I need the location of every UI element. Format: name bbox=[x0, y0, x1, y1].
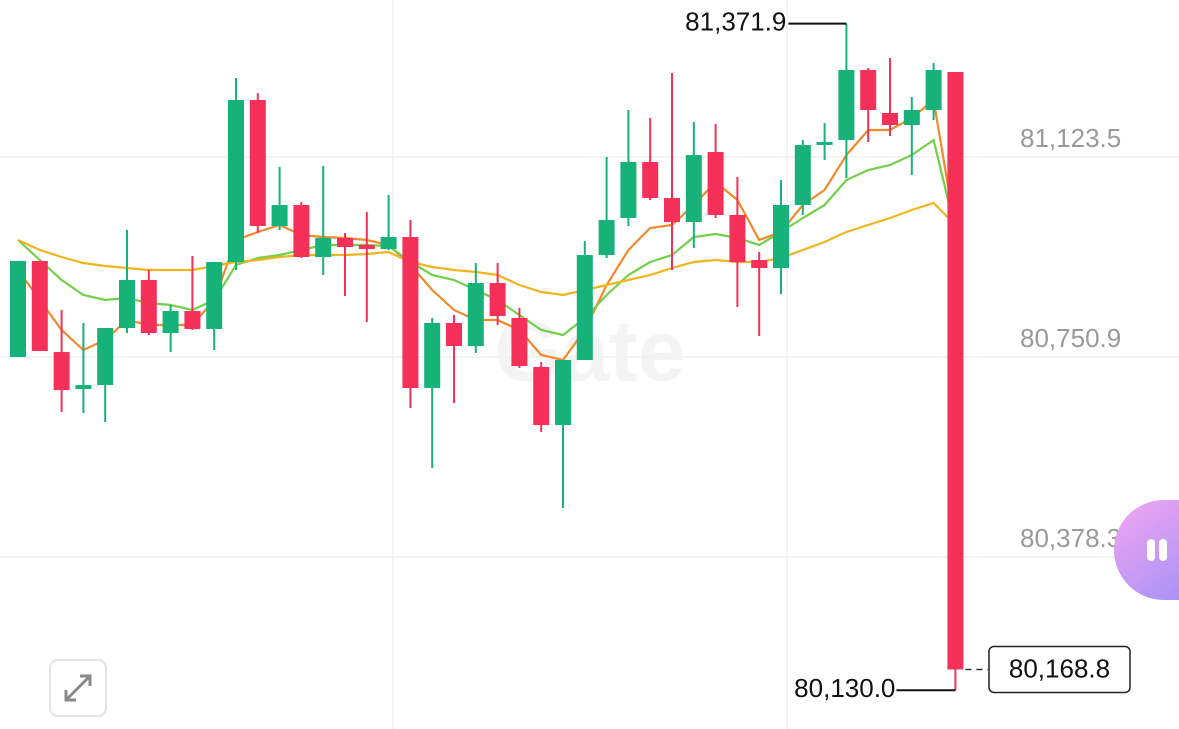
candle-body bbox=[424, 322, 441, 388]
candle-body bbox=[184, 311, 201, 329]
candle-body bbox=[533, 366, 550, 426]
candle-body bbox=[75, 385, 92, 390]
bubble-icon[interactable] bbox=[1147, 539, 1155, 561]
candle-body bbox=[162, 311, 179, 334]
candle-body bbox=[707, 152, 724, 215]
candle-body bbox=[555, 360, 571, 426]
candle-body bbox=[925, 69, 942, 110]
candle-body bbox=[53, 352, 70, 391]
last-price-label: 80,168.8 bbox=[1009, 653, 1110, 683]
bubble-icon[interactable] bbox=[1159, 539, 1167, 561]
candle-body bbox=[380, 236, 397, 250]
y-tick-label: 80,378.3 bbox=[1020, 523, 1121, 553]
candle-body bbox=[249, 100, 266, 226]
candle-body bbox=[119, 279, 135, 329]
expand-button[interactable] bbox=[49, 659, 107, 717]
moving-averages bbox=[17, 97, 957, 362]
candle-body bbox=[751, 260, 768, 269]
candle-body bbox=[642, 162, 659, 199]
bubble[interactable] bbox=[1114, 500, 1179, 600]
candle-body bbox=[664, 198, 680, 223]
grid: 81,123.5 80,750.9 80,378.3 bbox=[0, 123, 1179, 558]
candle-body bbox=[337, 238, 353, 248]
candle-body bbox=[947, 71, 964, 670]
candle-body bbox=[620, 162, 637, 218]
candle-body bbox=[358, 244, 375, 250]
y-tick-label: 81,123.5 bbox=[1020, 123, 1121, 153]
candle-body bbox=[882, 112, 898, 126]
assistant-bubble[interactable] bbox=[1114, 500, 1179, 600]
candle-body bbox=[860, 69, 877, 110]
candle-body bbox=[315, 238, 332, 258]
candle-body bbox=[598, 220, 615, 256]
max-label: 81,371.9 bbox=[685, 7, 786, 37]
candle-body bbox=[97, 328, 114, 386]
candle-body bbox=[816, 141, 833, 145]
candle-body bbox=[402, 236, 419, 388]
candle-body bbox=[446, 322, 462, 347]
candle-body bbox=[773, 204, 789, 269]
candles bbox=[10, 23, 964, 691]
candle-body bbox=[838, 69, 855, 140]
last-price-box bbox=[988, 645, 1131, 694]
min-label: 80,130.0 bbox=[794, 673, 895, 703]
moving-average-line bbox=[17, 138, 957, 337]
moving-average-line bbox=[17, 97, 957, 362]
candle-body bbox=[729, 214, 746, 263]
expand-icon[interactable] bbox=[64, 674, 92, 702]
candle-body bbox=[206, 262, 223, 329]
candle-body bbox=[685, 155, 702, 223]
candle-body bbox=[489, 282, 506, 317]
candle-body bbox=[903, 109, 920, 126]
candle-body bbox=[271, 204, 288, 226]
candle-body bbox=[140, 279, 157, 334]
y-tick-label: 80,750.9 bbox=[1020, 323, 1121, 353]
candle-body bbox=[228, 100, 244, 263]
annotations: 81,371.9 80,130.0 80,168.8 bbox=[685, 7, 1131, 703]
candle-body bbox=[511, 317, 528, 367]
candle-body bbox=[10, 260, 26, 358]
moving-average-line bbox=[17, 201, 957, 297]
candle-body bbox=[794, 144, 811, 205]
candle-body bbox=[576, 255, 593, 361]
candle-body bbox=[31, 260, 48, 351]
candle-body bbox=[467, 282, 484, 347]
candle-body bbox=[293, 204, 310, 258]
